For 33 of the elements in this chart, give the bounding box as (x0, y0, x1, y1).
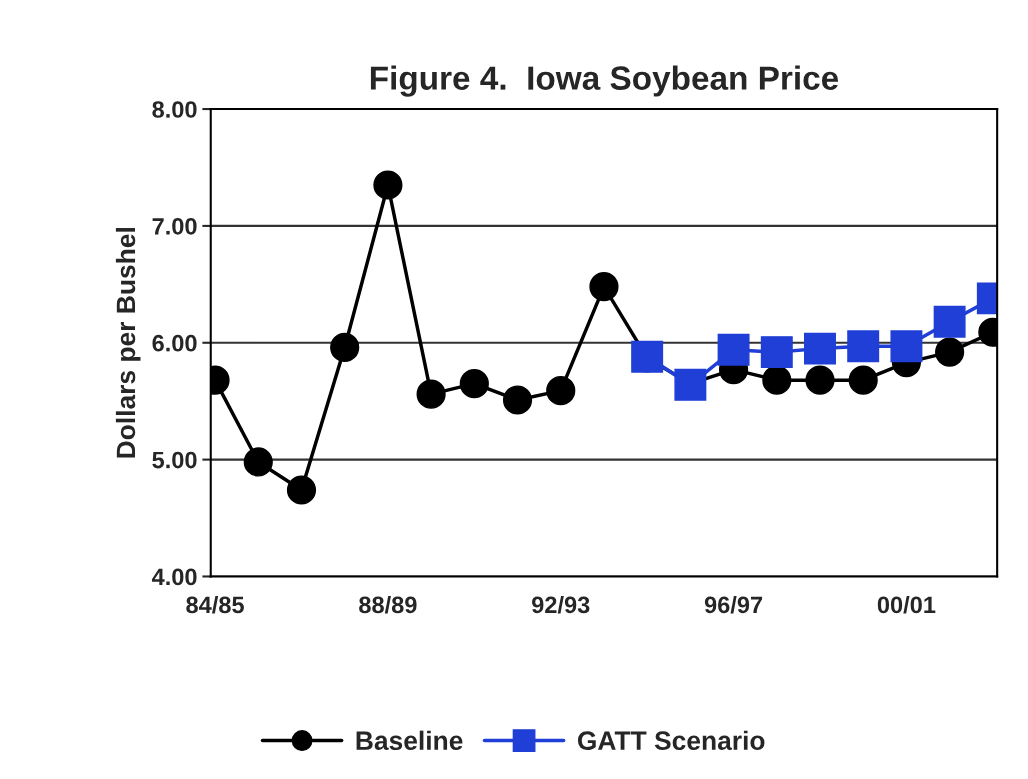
point (890, 330, 923, 363)
point (286, 475, 317, 505)
point (589, 272, 619, 302)
chart-title: Figure 4. Iowa Soybean Price (370, 65, 839, 97)
point (935, 337, 965, 367)
y-tick-label: 7.00 (152, 217, 197, 235)
point (243, 447, 273, 477)
y-tick-label: 4.00 (151, 568, 197, 586)
y-tick-label: 5.00 (152, 451, 197, 469)
point (847, 330, 880, 363)
point (804, 332, 836, 365)
point (459, 369, 489, 399)
point (760, 336, 793, 369)
point (848, 365, 878, 395)
x-tick-label: 00/01 (877, 595, 936, 614)
x-tick-label: 84/85 (186, 595, 244, 614)
point (933, 305, 966, 338)
x-tick-label: 96/97 (704, 595, 763, 614)
point (762, 365, 792, 395)
point (416, 379, 446, 409)
point (330, 332, 360, 363)
x-tick-label: 92/93 (532, 595, 590, 614)
point (717, 333, 750, 366)
y-tick-label: 8.00 (152, 101, 197, 118)
y-tick-label: 6.00 (152, 334, 197, 352)
y-axis-title: Dollars per Bushel (115, 228, 141, 458)
point (546, 376, 576, 406)
point (373, 170, 403, 200)
legend-label: GATT Scenario (577, 730, 765, 751)
point (805, 365, 835, 395)
point (502, 385, 533, 415)
legend-label: Baseline (356, 730, 463, 751)
x-tick-label: 88/89 (359, 595, 417, 614)
